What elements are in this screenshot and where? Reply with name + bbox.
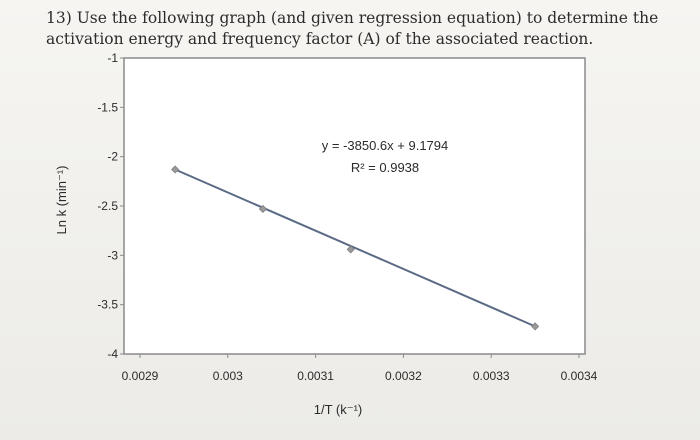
- y-tick-label: -1.5: [97, 100, 118, 114]
- y-tick-label: -2: [107, 150, 118, 164]
- y-axis-title: Ln k (min⁻¹): [54, 166, 69, 235]
- question-text: 13) Use the following graph (and given r…: [46, 9, 659, 48]
- y-tick-label: -1: [107, 51, 118, 65]
- y-tick-label: -2.5: [97, 199, 118, 213]
- x-axis-title: 1/T (k⁻¹): [314, 402, 363, 417]
- y-tick-label: -3.5: [97, 298, 118, 312]
- x-tick-label: 0.0029: [122, 369, 159, 383]
- data-point-marker: [346, 245, 355, 254]
- data-points: [171, 165, 540, 331]
- x-axis: 0.0029 0.003 0.0031 0.0032 0.0033 0.0034: [122, 354, 598, 383]
- y-tick-label: -3: [107, 248, 118, 262]
- regression-equation: y = -3850.6x + 9.1794: [322, 138, 448, 153]
- trendline: [174, 168, 536, 328]
- plot-area: [123, 57, 586, 355]
- x-tick-label: 0.0033: [473, 369, 510, 383]
- y-axis: -1 -1.5 -2 -2.5 -3 -3.5 -4: [97, 51, 124, 361]
- x-tick-label: 0.003: [213, 369, 243, 383]
- x-tick-label: 0.0034: [561, 369, 598, 383]
- data-point-marker: [171, 165, 180, 174]
- y-tick-label: -4: [107, 347, 118, 361]
- x-tick-label: 0.0032: [385, 369, 422, 383]
- x-tick-label: 0.0031: [297, 369, 334, 383]
- r-squared-label: R² = 0.9938: [351, 160, 419, 175]
- data-point-marker: [531, 322, 540, 331]
- data-point-marker: [258, 204, 267, 214]
